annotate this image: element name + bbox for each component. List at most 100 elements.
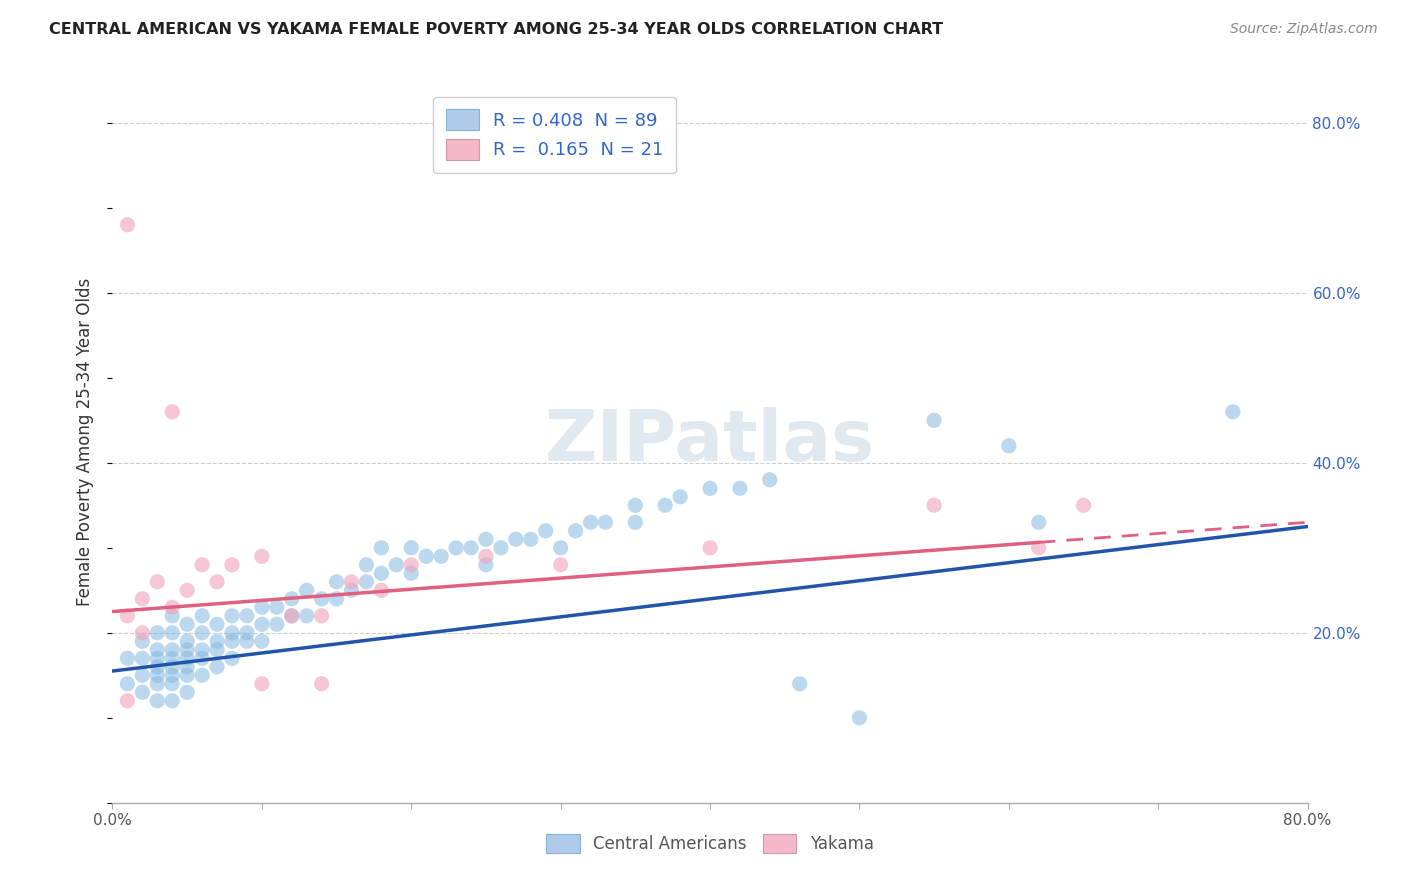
Point (325, 574, 347, 589)
Point (370, 566, 392, 581)
Point (162, 642, 183, 657)
Point (117, 218, 139, 232)
Point (191, 651, 214, 665)
Point (922, 413, 945, 427)
Point (281, 608, 304, 623)
Text: ZIPatlas: ZIPatlas (546, 407, 875, 476)
Point (221, 651, 243, 665)
Point (356, 574, 378, 589)
Point (475, 533, 498, 547)
Point (250, 549, 273, 564)
Point (117, 694, 139, 708)
Point (250, 634, 273, 648)
Point (146, 668, 169, 682)
Point (176, 685, 198, 699)
Point (564, 524, 586, 538)
Point (534, 524, 557, 538)
Point (250, 677, 273, 691)
Point (131, 668, 153, 682)
Point (221, 634, 243, 648)
Point (117, 608, 139, 623)
Point (356, 558, 378, 572)
Point (848, 711, 870, 725)
Point (250, 617, 273, 632)
Point (146, 642, 169, 657)
Point (221, 558, 243, 572)
Point (295, 583, 318, 598)
Point (162, 608, 183, 623)
Point (131, 634, 153, 648)
Point (520, 533, 543, 547)
Point (205, 617, 228, 632)
Point (505, 533, 527, 547)
Point (176, 668, 198, 682)
Point (415, 549, 437, 564)
Legend: Central Americans, Yakama: Central Americans, Yakama (540, 827, 880, 860)
Point (728, 481, 751, 495)
Point (131, 625, 153, 640)
Point (176, 660, 198, 674)
Point (236, 634, 259, 648)
Point (401, 541, 423, 555)
Point (146, 651, 169, 665)
Point (669, 490, 692, 504)
Point (205, 634, 228, 648)
Point (131, 651, 153, 665)
Point (162, 677, 183, 691)
Point (146, 625, 169, 640)
Point (1073, 498, 1095, 512)
Point (266, 617, 288, 632)
Point (430, 549, 453, 564)
Text: Source: ZipAtlas.com: Source: ZipAtlas.com (1230, 22, 1378, 37)
Y-axis label: Female Poverty Among 25-34 Year Olds: Female Poverty Among 25-34 Year Olds (76, 277, 94, 606)
Point (205, 660, 228, 674)
Point (205, 642, 228, 657)
Point (401, 558, 423, 572)
Point (385, 558, 408, 572)
Point (236, 608, 259, 623)
Point (624, 498, 647, 512)
Point (475, 558, 498, 572)
Point (146, 574, 169, 589)
Point (789, 677, 811, 691)
Point (340, 583, 363, 598)
Point (1028, 516, 1050, 530)
Point (311, 608, 333, 623)
Text: CENTRAL AMERICAN VS YAKAMA FEMALE POVERTY AMONG 25-34 YEAR OLDS CORRELATION CHAR: CENTRAL AMERICAN VS YAKAMA FEMALE POVERT… (49, 22, 943, 37)
Point (176, 634, 198, 648)
Point (759, 473, 782, 487)
Point (191, 625, 214, 640)
Point (311, 677, 333, 691)
Point (266, 600, 288, 615)
Point (162, 625, 183, 640)
Point (191, 642, 214, 657)
Point (131, 591, 153, 606)
Point (922, 498, 945, 512)
Point (250, 600, 273, 615)
Point (162, 668, 183, 682)
Point (699, 481, 721, 495)
Point (595, 516, 617, 530)
Point (117, 677, 139, 691)
Point (176, 651, 198, 665)
Point (624, 516, 647, 530)
Point (281, 608, 304, 623)
Point (340, 574, 363, 589)
Point (654, 498, 676, 512)
Point (550, 558, 572, 572)
Point (176, 642, 198, 657)
Point (162, 694, 183, 708)
Point (131, 685, 153, 699)
Point (699, 541, 721, 555)
Point (444, 541, 467, 555)
Point (401, 566, 423, 581)
Point (146, 694, 169, 708)
Point (162, 600, 183, 615)
Point (146, 660, 169, 674)
Point (998, 439, 1021, 453)
Point (162, 405, 183, 419)
Point (146, 677, 169, 691)
Point (311, 591, 333, 606)
Point (221, 608, 243, 623)
Point (550, 541, 572, 555)
